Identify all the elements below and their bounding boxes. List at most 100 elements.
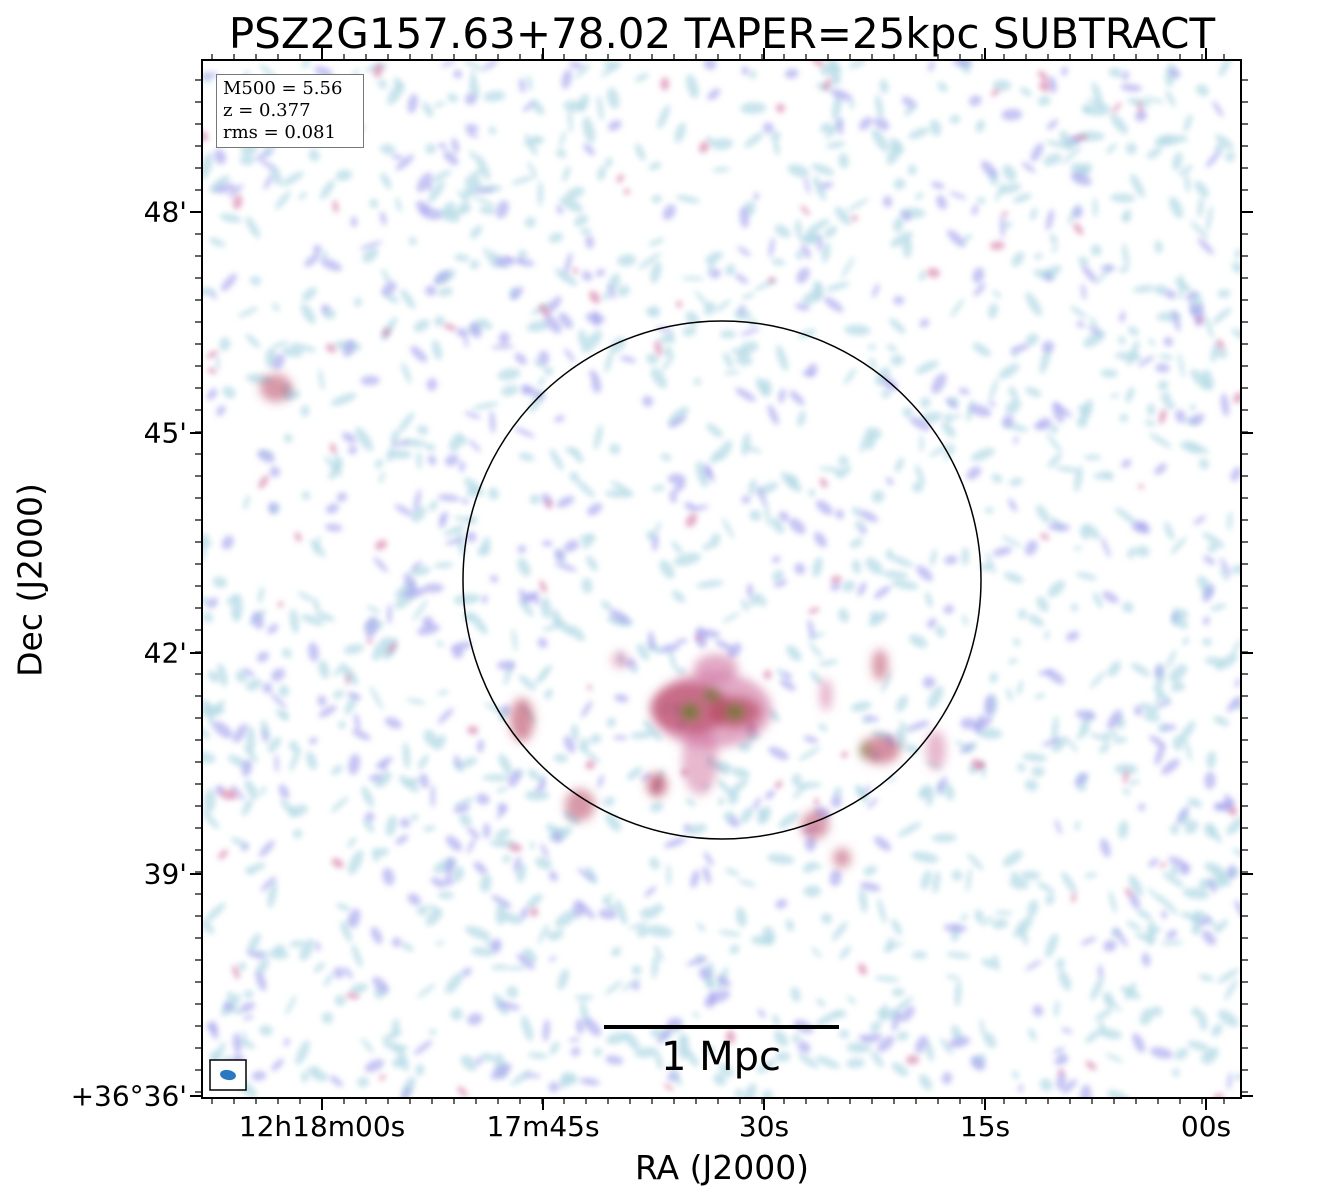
- noise-speck: [1109, 730, 1118, 737]
- noise-speck: [245, 678, 263, 691]
- noise-speck: [739, 303, 745, 316]
- noise-speck: [798, 1053, 819, 1069]
- noise-speck: [928, 443, 953, 457]
- noise-speck: [437, 142, 448, 149]
- noise-speck: [1125, 386, 1135, 403]
- noise-speck: [1025, 960, 1042, 971]
- noise-speck: [744, 132, 764, 148]
- noise-speck: [1183, 114, 1193, 133]
- noise-speck: [891, 1011, 901, 1032]
- x-tick-label: 15s: [959, 1110, 1011, 1143]
- noise-speck: [685, 798, 696, 807]
- noise-speck: [202, 751, 216, 764]
- noise-speck: [649, 857, 660, 870]
- noise-speck: [548, 232, 564, 243]
- noise-speck: [1157, 894, 1178, 915]
- noise-speck: [578, 329, 587, 347]
- noise-speck: [380, 144, 396, 155]
- noise-speck: [1207, 543, 1218, 553]
- noise-speck: [863, 1032, 882, 1044]
- noise-speck: [1062, 1079, 1078, 1094]
- noise-speck: [517, 258, 535, 267]
- noise-speck: [655, 1051, 663, 1070]
- noise-speck: [597, 165, 606, 181]
- noise-speck: [812, 557, 823, 578]
- noise-speck: [494, 256, 516, 267]
- noise-speck: [454, 754, 461, 770]
- noise-speck: [1021, 161, 1036, 173]
- y-tick-label: 48': [143, 195, 187, 229]
- noise-speck: [1146, 147, 1162, 159]
- noise-speck: [634, 73, 649, 83]
- noise-speck: [1154, 463, 1167, 475]
- noise-speck: [463, 329, 469, 349]
- noise-speck: [882, 570, 909, 579]
- noise-speck: [222, 386, 236, 399]
- noise-speck: [653, 944, 664, 962]
- noise-speck: [1152, 1006, 1163, 1017]
- noise-speck: [1113, 927, 1128, 948]
- noise-speck: [527, 161, 538, 179]
- noise-speck: [226, 991, 233, 1000]
- noise-speck: [321, 1012, 334, 1024]
- noise-speck: [969, 95, 982, 107]
- noise-speck: [311, 1070, 328, 1082]
- noise-speck: [462, 60, 486, 72]
- noise-speck: [1101, 732, 1111, 742]
- noise-speck: [575, 994, 594, 1001]
- noise-speck: [654, 521, 662, 534]
- noise-speck: [537, 923, 549, 945]
- noise-speck: [928, 60, 935, 72]
- noise-speck: [473, 861, 488, 875]
- emission-blob: [704, 688, 720, 702]
- noise-speck: [518, 452, 535, 462]
- noise-speck: [871, 129, 889, 152]
- noise-speck: [1103, 939, 1117, 952]
- noise-speck: [320, 179, 335, 200]
- noise-speck: [1053, 1000, 1060, 1018]
- noise-speck: [705, 251, 724, 264]
- noise-speck: [829, 869, 842, 887]
- noise-speck: [1204, 822, 1217, 838]
- noise-speck: [929, 119, 942, 137]
- noise-speck: [563, 539, 580, 552]
- noise-speck: [1047, 580, 1066, 598]
- noise-speck: [944, 445, 956, 460]
- noise-speck: [428, 1029, 437, 1035]
- noise-speck: [1072, 206, 1083, 219]
- noise-speck: [580, 228, 592, 235]
- noise-speck: [931, 181, 945, 190]
- noise-speck: [489, 575, 499, 583]
- noise-speck: [981, 160, 997, 178]
- noise-speck: [1217, 289, 1231, 298]
- noise-speck: [829, 88, 853, 101]
- noise-speck: [593, 424, 603, 450]
- noise-speck: [785, 918, 795, 932]
- noise-speck: [720, 330, 736, 339]
- noise-speck: [202, 612, 213, 623]
- y-tick-label: 45': [143, 416, 187, 450]
- noise-speck: [434, 270, 450, 284]
- noise-speck: [381, 281, 397, 296]
- noise-speck: [1197, 238, 1214, 255]
- noise-speck: [470, 947, 494, 957]
- noise-speck: [695, 461, 709, 488]
- noise-speck: [1046, 119, 1059, 130]
- noise-speck: [417, 754, 429, 770]
- noise-speck: [506, 986, 519, 999]
- noise-speck: [372, 976, 389, 994]
- noise-speck: [930, 548, 937, 567]
- noise-speck: [413, 319, 430, 333]
- noise-speck: [1092, 197, 1098, 218]
- noise-speck: [1107, 709, 1122, 730]
- noise-speck: [658, 332, 675, 344]
- noise-speck: [1133, 285, 1155, 293]
- noise-speck: [416, 451, 422, 470]
- noise-peak: [663, 1083, 674, 1091]
- noise-speck: [489, 410, 496, 434]
- noise-speck: [1043, 153, 1062, 166]
- noise-speck: [202, 700, 212, 709]
- noise-speck: [696, 922, 706, 932]
- noise-speck: [837, 465, 852, 479]
- noise-speck: [908, 127, 930, 139]
